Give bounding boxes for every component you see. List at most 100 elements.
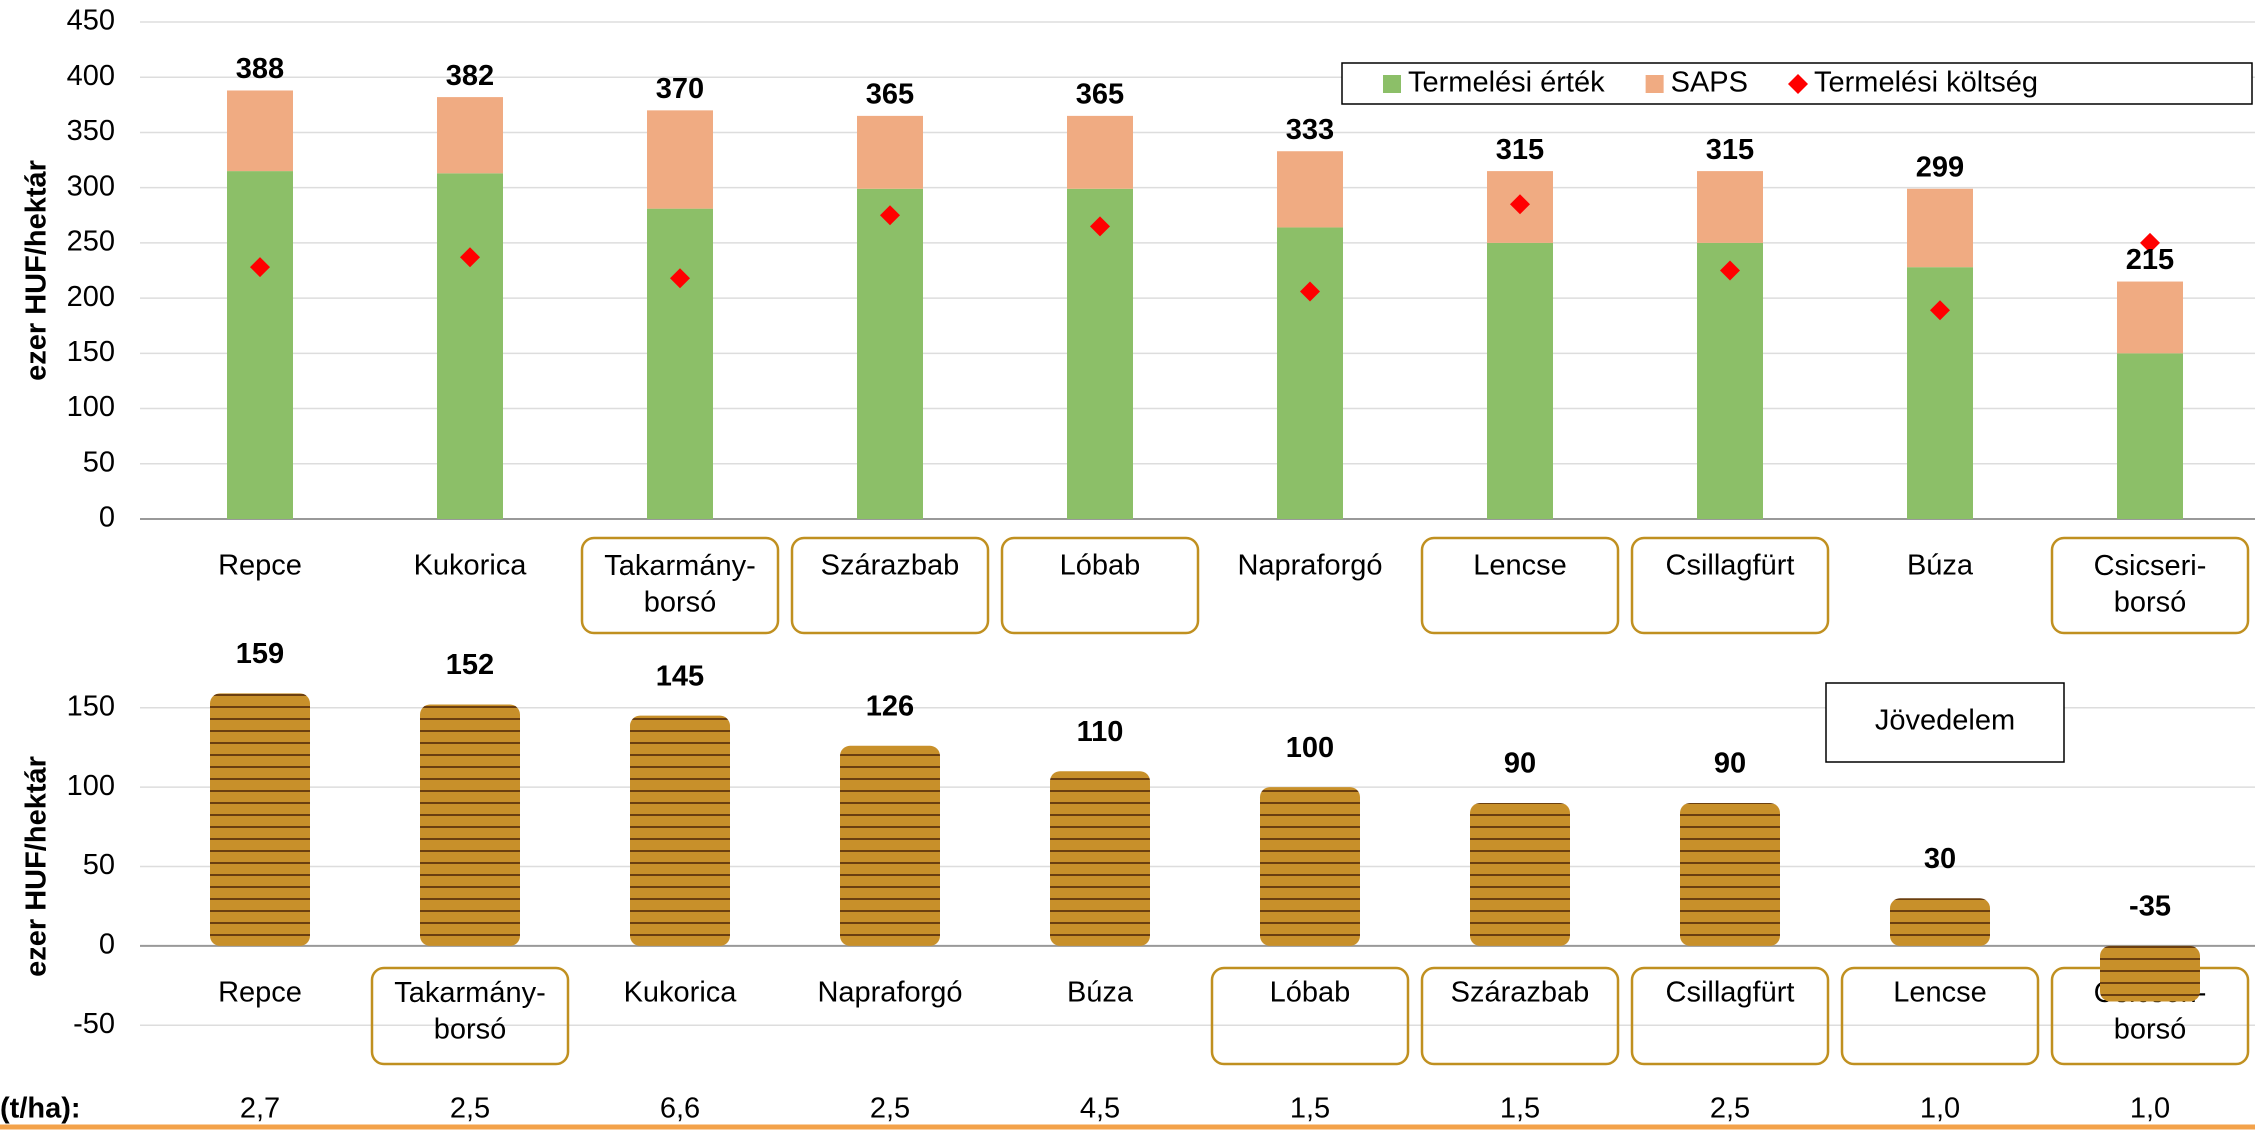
x-tick-label: Napraforgó <box>1237 550 1382 582</box>
value-label: -35 <box>2129 891 2171 923</box>
x-tick-label: Búza <box>1907 550 1974 582</box>
coin-stack <box>210 693 310 945</box>
value-label: 30 <box>1924 843 1956 875</box>
yield-value: 2,5 <box>870 1093 910 1125</box>
bar-segment <box>437 173 503 519</box>
y-tick-label: 450 <box>67 5 115 37</box>
y-tick-label: -50 <box>73 1008 115 1040</box>
bar-segment <box>227 171 293 519</box>
bar-segment <box>647 110 713 208</box>
bar-segment <box>2117 353 2183 519</box>
y-tick-label: 350 <box>67 115 115 147</box>
bar-segment <box>437 97 503 173</box>
legend-label: Termelési érték <box>1408 67 1605 99</box>
bar-segment <box>1067 116 1133 189</box>
x-tick-label: Repce <box>218 550 302 582</box>
x-tick-label: Szárazbab <box>1451 977 1590 1009</box>
x-tick-label: Kukorica <box>624 977 738 1009</box>
y-tick-label: 50 <box>83 849 115 881</box>
bar-segment <box>2117 282 2183 354</box>
bar-segment <box>1907 189 1973 267</box>
y-tick-label: 200 <box>67 281 115 313</box>
x-tick-label: Lencse <box>1473 550 1567 582</box>
yield-value: 2,5 <box>450 1093 490 1125</box>
y-tick-label: 300 <box>67 170 115 202</box>
value-label: 90 <box>1504 748 1536 780</box>
legend-swatch <box>1383 75 1401 93</box>
coin-stack <box>1050 771 1150 946</box>
yield-value: 2,5 <box>1710 1093 1750 1125</box>
bar-segment <box>1277 151 1343 227</box>
total-label: 370 <box>656 73 704 105</box>
yield-value: 2,7 <box>240 1093 280 1125</box>
total-label: 315 <box>1496 134 1544 166</box>
x-tick-label: Napraforgó <box>817 977 962 1009</box>
x-tick-label: Lencse <box>1893 977 1987 1009</box>
coin-stack <box>420 705 520 946</box>
x-tick-label: Lóbab <box>1060 550 1141 582</box>
y-tick-label: 100 <box>67 391 115 423</box>
bar-segment <box>857 189 923 519</box>
legend-label: SAPS <box>1671 67 1748 99</box>
bar-segment <box>857 116 923 189</box>
coin-stack <box>1260 787 1360 946</box>
bar-segment <box>1697 171 1763 243</box>
y-tick-label: 100 <box>67 770 115 802</box>
coin-stack <box>1890 898 1990 946</box>
chart: 050100150200250300350400450ezer HUF/hekt… <box>0 0 2255 1132</box>
coin-stack <box>840 746 940 946</box>
yield-value: 1,5 <box>1500 1093 1540 1125</box>
x-tick-label: Búza <box>1067 977 1134 1009</box>
y-tick-label: 150 <box>67 336 115 368</box>
coin-stack <box>630 716 730 946</box>
yield-value: 6,6 <box>660 1093 700 1125</box>
value-label: 159 <box>236 638 284 670</box>
total-label: 365 <box>1076 79 1124 111</box>
coin-stack <box>1470 803 1570 946</box>
value-label: 152 <box>446 649 494 681</box>
coin-stack <box>2100 946 2200 1002</box>
total-label: 388 <box>236 53 284 85</box>
annotation: Jövedelem <box>1875 705 2015 737</box>
x-tick-label: Kukorica <box>414 550 528 582</box>
total-label: 333 <box>1286 114 1334 146</box>
legend-swatch <box>1646 75 1664 93</box>
value-label: 90 <box>1714 748 1746 780</box>
yield-value: 4,5 <box>1080 1093 1120 1125</box>
total-label: 315 <box>1706 134 1754 166</box>
x-tick-label: Lóbab <box>1270 977 1351 1009</box>
y-tick-label: 0 <box>99 502 115 534</box>
value-label: 126 <box>866 690 914 722</box>
value-label: 110 <box>1077 716 1124 748</box>
total-label: 215 <box>2126 244 2174 276</box>
y-tick-label: 400 <box>67 60 115 92</box>
y-tick-label: 250 <box>67 226 115 258</box>
bar-segment <box>227 90 293 171</box>
x-tick-label: Csillagfürt <box>1666 550 1795 582</box>
bar-segment <box>1277 227 1343 519</box>
x-tick-label: Takarmány-borsó <box>604 550 756 618</box>
yield-value: 1,0 <box>1920 1093 1960 1125</box>
bar-segment <box>647 209 713 519</box>
yield-value: 1,5 <box>1290 1093 1330 1125</box>
coin-stack <box>1680 803 1780 946</box>
x-tick-label: Csicseri-borsó <box>2094 550 2207 618</box>
x-tick-label: Szárazbab <box>821 550 960 582</box>
y-tick-label: 0 <box>99 929 115 961</box>
value-label: 145 <box>656 660 704 692</box>
total-label: 365 <box>866 79 914 111</box>
y-tick-label: 150 <box>67 690 115 722</box>
yield-value: 1,0 <box>2130 1093 2170 1125</box>
x-tick-label: Takarmány-borsó <box>394 977 546 1045</box>
legend-label: Termelési költség <box>1814 67 2038 99</box>
y-axis-title: ezer HUF/hektár <box>21 756 53 977</box>
value-label: 100 <box>1286 732 1334 764</box>
total-label: 299 <box>1916 151 1964 183</box>
y-tick-label: 50 <box>83 446 115 478</box>
yield-label: (t/ha): <box>0 1093 81 1125</box>
total-label: 382 <box>446 60 494 92</box>
bar-segment <box>1067 189 1133 519</box>
bar-segment <box>1487 243 1553 519</box>
bar-segment <box>1697 243 1763 519</box>
y-axis-title: ezer HUF/hektár <box>21 160 53 381</box>
